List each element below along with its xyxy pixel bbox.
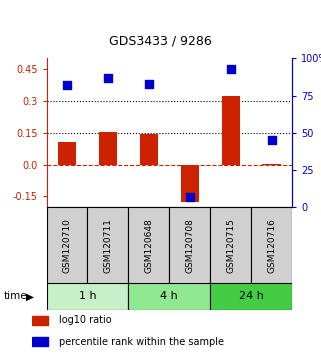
Point <box>146 81 152 86</box>
Bar <box>128 207 169 283</box>
Bar <box>32 337 48 346</box>
Bar <box>251 207 292 283</box>
Text: GSM120716: GSM120716 <box>267 218 276 273</box>
Bar <box>140 134 158 165</box>
Bar <box>87 207 128 283</box>
Point <box>228 66 233 72</box>
Point <box>65 82 70 88</box>
Text: 24 h: 24 h <box>239 291 264 302</box>
Point <box>269 137 274 143</box>
Text: GSM120710: GSM120710 <box>63 218 72 273</box>
Point <box>187 194 192 200</box>
Bar <box>32 316 48 325</box>
Text: 1 h: 1 h <box>79 291 96 302</box>
Text: time: time <box>3 291 27 302</box>
Bar <box>128 283 210 310</box>
Bar <box>263 164 281 165</box>
Text: 4 h: 4 h <box>160 291 178 302</box>
Bar <box>58 142 76 165</box>
Text: GSM120708: GSM120708 <box>185 218 194 273</box>
Bar <box>221 96 240 165</box>
Bar <box>47 207 87 283</box>
Bar <box>47 283 128 310</box>
Text: GSM120648: GSM120648 <box>144 218 153 273</box>
Text: log10 ratio: log10 ratio <box>59 315 112 325</box>
Text: ▶: ▶ <box>26 291 33 302</box>
Text: GSM120715: GSM120715 <box>226 218 235 273</box>
Bar <box>99 132 117 165</box>
Bar <box>210 283 292 310</box>
Text: GDS3433 / 9286: GDS3433 / 9286 <box>109 35 212 48</box>
Point <box>105 75 110 81</box>
Text: percentile rank within the sample: percentile rank within the sample <box>59 337 224 347</box>
Text: GSM120711: GSM120711 <box>103 218 112 273</box>
Bar <box>210 207 251 283</box>
Bar <box>169 207 210 283</box>
Bar <box>181 165 199 202</box>
